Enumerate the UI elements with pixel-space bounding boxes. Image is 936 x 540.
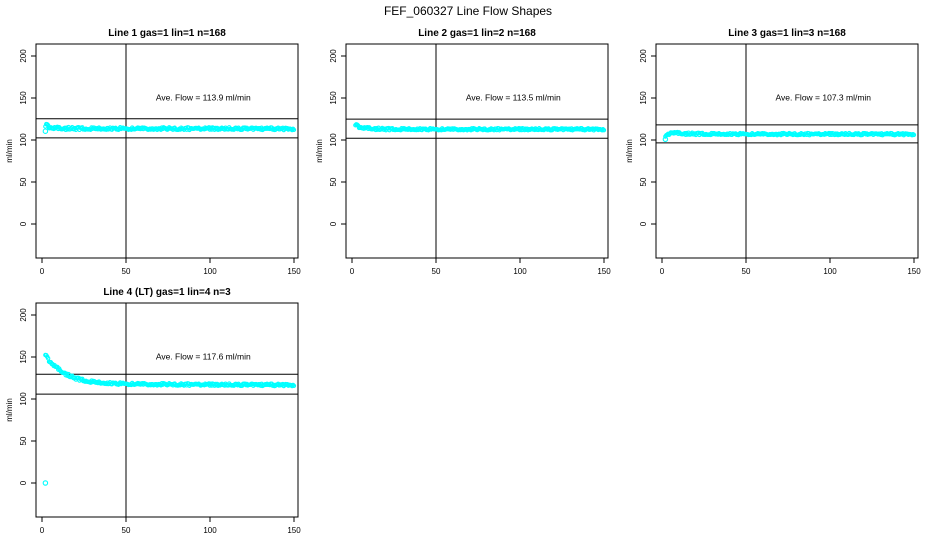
panel-4: Line 4 (LT) gas=1 lin=4 n=3 0 50 100 150 200 0… [5, 287, 301, 535]
ave-flow-annotation: Ave. Flow = 117.6 ml/min [156, 352, 251, 362]
y-tick-label: 100 [19, 133, 28, 147]
data-points [662, 129, 917, 143]
data-point [291, 383, 297, 389]
panel-title: Line 2 gas=1 lin=2 n=168 [418, 28, 536, 39]
ave-flow-annotation: Ave. Flow = 107.3 ml/min [776, 93, 872, 103]
y-tick-label: 150 [19, 91, 28, 105]
x-tick-label: 150 [907, 267, 921, 276]
x-tick-label: 0 [350, 267, 355, 276]
y-axis-label: ml/min [5, 398, 14, 422]
data-point [290, 126, 296, 132]
x-tick-label: 150 [287, 526, 301, 535]
x-tick-label: 100 [513, 267, 527, 276]
y-tick-label: 50 [19, 177, 28, 186]
y-tick-label: 0 [639, 221, 648, 226]
y-tick-label: 200 [19, 49, 28, 63]
y-tick-label: 200 [329, 49, 338, 63]
x-tick-label: 0 [40, 267, 45, 276]
y-tick-label: 100 [639, 133, 648, 147]
x-tick-label: 100 [823, 267, 837, 276]
data-point [601, 127, 607, 133]
plot-frame [345, 43, 609, 259]
panel-title: Line 4 (LT) gas=1 lin=4 n=3 [103, 287, 231, 298]
x-tick-label: 50 [122, 526, 131, 535]
x-tick-label: 50 [122, 267, 131, 276]
data-points [353, 122, 607, 133]
x-tick-label: 100 [203, 267, 217, 276]
plot-frame [655, 43, 919, 259]
y-tick-label: 150 [329, 91, 338, 105]
x-tick-label: 50 [742, 267, 751, 276]
x-tick-label: 100 [203, 526, 217, 535]
y-tick-label: 150 [639, 91, 648, 105]
y-axis-label: ml/min [625, 139, 634, 163]
plot-frame [35, 302, 299, 518]
panel-1: Line 1 gas=1 lin=1 n=168 0 50 100 150 200 0 50 1… [5, 28, 301, 276]
x-tick-label: 0 [660, 267, 665, 276]
data-points [42, 352, 297, 486]
x-tick-label: 50 [432, 267, 441, 276]
outlier-point [662, 136, 669, 143]
y-tick-label: 50 [639, 177, 648, 186]
y-tick-label: 150 [19, 350, 28, 364]
chart-main-title: FEF_060327 Line Flow Shapes [384, 4, 552, 18]
y-tick-label: 50 [329, 177, 338, 186]
data-point [354, 122, 360, 127]
data-point [599, 127, 605, 133]
ave-flow-annotation: Ave. Flow = 113.9 ml/min [156, 93, 251, 103]
panel-3: Line 3 gas=1 lin=3 n=168 0 50 100 150 200 0 50 1… [625, 28, 921, 276]
data-point [909, 132, 915, 138]
y-tick-label: 100 [19, 392, 28, 406]
panel-title: Line 1 gas=1 lin=1 n=168 [108, 28, 226, 39]
y-tick-label: 200 [639, 49, 648, 63]
data-points [42, 121, 297, 134]
ave-flow-annotation: Ave. Flow = 113.5 ml/min [466, 93, 561, 103]
y-tick-label: 50 [19, 436, 28, 445]
x-tick-label: 150 [597, 267, 611, 276]
y-tick-label: 0 [329, 221, 338, 226]
x-tick-label: 150 [287, 267, 301, 276]
y-tick-label: 0 [19, 480, 28, 485]
y-axis-label: ml/min [5, 139, 14, 163]
panel-title: Line 3 gas=1 lin=3 n=168 [728, 28, 846, 39]
data-point [65, 127, 70, 132]
data-point [291, 127, 297, 133]
y-tick-label: 200 [19, 308, 28, 322]
data-point [44, 122, 50, 127]
data-point [911, 132, 917, 138]
y-tick-label: 100 [329, 133, 338, 147]
y-tick-label: 0 [19, 221, 28, 226]
outlier-point [42, 480, 49, 486]
y-axis-label: ml/min [315, 139, 324, 163]
x-tick-label: 0 [40, 526, 45, 535]
plot-frame [35, 43, 299, 259]
panel-2: Line 2 gas=1 lin=2 n=168 0 50 100 150 200 0 50 1… [315, 28, 611, 276]
outlier-point [42, 128, 49, 134]
